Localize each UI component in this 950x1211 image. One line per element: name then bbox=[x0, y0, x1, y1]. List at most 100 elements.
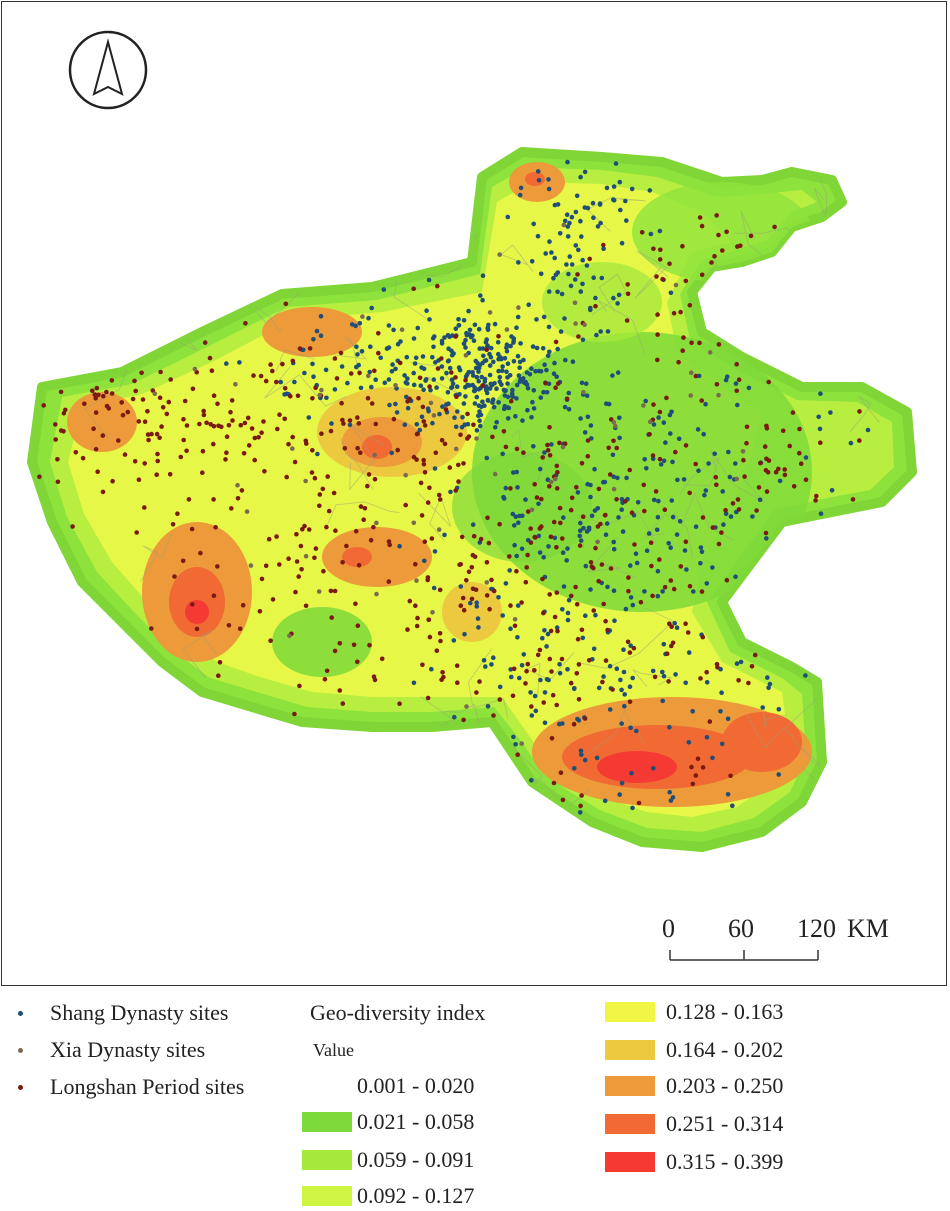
site-point bbox=[251, 373, 256, 378]
site-point bbox=[575, 716, 580, 722]
site-point bbox=[414, 578, 419, 583]
site-point bbox=[284, 391, 290, 397]
site-point bbox=[359, 349, 365, 354]
site-point bbox=[579, 627, 585, 633]
site-point bbox=[503, 444, 509, 450]
site-point bbox=[641, 403, 646, 408]
site-point bbox=[554, 625, 560, 630]
site-point bbox=[565, 610, 571, 616]
site-point bbox=[547, 592, 552, 597]
site-point bbox=[583, 381, 589, 387]
site-point bbox=[661, 673, 667, 679]
site-point bbox=[318, 333, 324, 339]
site-point bbox=[662, 584, 668, 590]
site-point bbox=[555, 346, 560, 352]
site-point bbox=[604, 521, 610, 526]
site-point bbox=[544, 367, 549, 373]
site-point bbox=[290, 434, 296, 440]
site-point bbox=[599, 562, 605, 567]
site-point bbox=[684, 567, 689, 572]
site-point bbox=[215, 564, 220, 569]
site-point bbox=[482, 376, 488, 382]
site-point bbox=[411, 336, 417, 341]
site-point bbox=[625, 639, 631, 645]
site-point bbox=[578, 803, 583, 809]
site-point bbox=[333, 528, 338, 533]
site-point bbox=[297, 683, 302, 689]
site-point bbox=[642, 589, 647, 594]
site-point bbox=[536, 177, 542, 183]
site-point bbox=[317, 503, 322, 509]
site-point bbox=[616, 292, 622, 298]
site-point bbox=[557, 662, 562, 667]
site-point bbox=[517, 365, 522, 371]
site-point bbox=[548, 628, 554, 634]
site-point bbox=[511, 338, 516, 344]
site-point bbox=[720, 489, 725, 494]
site-point bbox=[332, 588, 338, 594]
site-point bbox=[499, 382, 504, 387]
site-point bbox=[534, 317, 539, 322]
site-point bbox=[461, 461, 466, 466]
site-point bbox=[667, 621, 672, 626]
site-point bbox=[122, 452, 128, 457]
site-point bbox=[429, 666, 434, 672]
site-point bbox=[480, 273, 486, 279]
site-point bbox=[365, 483, 370, 489]
site-point bbox=[593, 303, 598, 309]
site-point bbox=[494, 386, 499, 392]
site-point bbox=[429, 536, 435, 541]
site-point bbox=[623, 198, 628, 204]
label-class-1: 0.001 - 0.020 bbox=[357, 1073, 475, 1098]
site-point bbox=[814, 493, 819, 499]
site-point bbox=[586, 527, 592, 532]
site-point bbox=[542, 720, 548, 726]
site-point bbox=[90, 388, 95, 394]
site-point bbox=[611, 420, 617, 425]
site-point bbox=[478, 536, 484, 542]
site-point bbox=[170, 522, 176, 527]
site-point bbox=[132, 378, 137, 384]
site-point bbox=[412, 361, 418, 366]
site-point bbox=[525, 661, 531, 667]
site-point bbox=[422, 539, 428, 544]
site-point bbox=[674, 532, 680, 537]
site-point bbox=[463, 374, 469, 379]
site-point bbox=[580, 337, 586, 343]
site-point bbox=[776, 707, 782, 712]
site-point bbox=[603, 532, 609, 537]
legend-dot-longshan bbox=[18, 1085, 23, 1090]
site-point bbox=[735, 402, 740, 408]
site-point bbox=[601, 479, 606, 485]
site-point bbox=[582, 322, 587, 328]
site-point bbox=[487, 606, 492, 612]
site-point bbox=[555, 270, 561, 275]
site-point bbox=[431, 377, 437, 382]
site-point bbox=[829, 488, 835, 493]
site-point bbox=[575, 490, 581, 495]
swatch-class-1 bbox=[302, 1076, 352, 1096]
site-point bbox=[492, 471, 498, 477]
site-point bbox=[619, 507, 624, 512]
site-point bbox=[487, 363, 493, 368]
site-point bbox=[313, 385, 318, 391]
site-point bbox=[512, 623, 518, 629]
site-point bbox=[593, 545, 598, 551]
site-point bbox=[558, 770, 564, 775]
site-point bbox=[648, 540, 654, 545]
site-point bbox=[133, 388, 138, 394]
site-point bbox=[439, 376, 445, 381]
site-point bbox=[238, 422, 244, 428]
site-point bbox=[437, 587, 443, 593]
scale-tick-0: 0 bbox=[662, 914, 675, 943]
site-point bbox=[695, 427, 701, 432]
site-point bbox=[611, 197, 616, 202]
site-point bbox=[389, 450, 395, 456]
site-point bbox=[496, 595, 501, 600]
site-point bbox=[309, 470, 315, 475]
site-point bbox=[592, 466, 597, 472]
site-point bbox=[155, 451, 160, 457]
site-point bbox=[595, 224, 601, 229]
site-point bbox=[353, 528, 359, 534]
site-point bbox=[591, 646, 597, 652]
